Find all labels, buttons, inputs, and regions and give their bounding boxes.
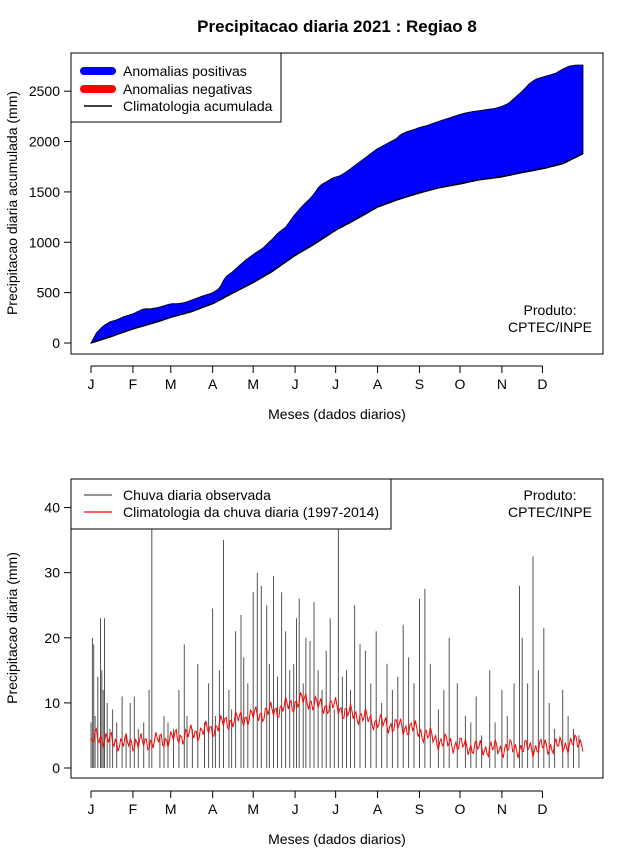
y-tick-label: 20 [44, 630, 60, 646]
x-tick-label: J [332, 801, 339, 817]
y-tick-label: 2000 [29, 134, 60, 150]
y-tick-label: 500 [37, 285, 61, 301]
x-tick-label: S [415, 801, 424, 817]
x-tick-label: J [88, 801, 95, 817]
x-tick-label: A [208, 801, 218, 817]
product-note-line: CPTEC/INPE [508, 504, 592, 520]
x-tick-label: J [88, 376, 95, 392]
x-axis-label: Meses (dados diarios) [268, 831, 406, 847]
x-tick-label: N [497, 801, 507, 817]
x-tick-label: O [455, 376, 466, 392]
x-tick-label: N [497, 376, 507, 392]
y-tick-label: 40 [44, 500, 60, 516]
legend-label: Chuva diaria observada [123, 487, 271, 503]
legend-label: Anomalias negativas [123, 81, 252, 97]
x-tick-label: F [129, 376, 138, 392]
x-tick-label: J [292, 376, 299, 392]
y-axis-label: Precipitacao diaria (mm) [4, 552, 20, 704]
legend: Chuva diaria observada Climatologia da c… [70, 478, 392, 530]
x-tick-label: D [537, 376, 547, 392]
product-note-line: Produto: [524, 302, 577, 318]
x-tick-label: S [415, 376, 424, 392]
legend-label: Climatologia da chuva diaria (1997-2014) [123, 504, 379, 520]
y-axis: 0 500 1000 1500 2000 2500 [29, 83, 72, 351]
y-axis: 0 10 20 30 40 [44, 500, 72, 776]
y-tick-label: 1500 [29, 184, 60, 200]
accumulated-chart: 0 500 1000 1500 2000 2500 J F M A M J J A S O N D Meses … [4, 52, 604, 422]
y-tick-label: 0 [52, 335, 60, 351]
x-tick-label: A [208, 376, 218, 392]
x-tick-label: D [537, 801, 547, 817]
figure-title: Precipitacao diaria 2021 : Regiao 8 [197, 17, 477, 36]
x-tick-label: J [292, 801, 299, 817]
x-tick-label: M [247, 376, 259, 392]
climatology-line-layer [90, 152, 584, 344]
x-tick-label: J [332, 376, 339, 392]
climatology-line [90, 152, 584, 344]
legend-label: Anomalias positivas [123, 63, 247, 79]
y-tick-label: 10 [44, 695, 60, 711]
product-note-line: Produto: [524, 487, 577, 503]
legend: Anomalias positivas Anomalias negativas … [70, 52, 282, 123]
y-tick-label: 30 [44, 565, 60, 581]
x-tick-label: A [373, 376, 383, 392]
x-tick-label: O [455, 801, 466, 817]
x-tick-label: F [129, 801, 138, 817]
x-tick-label: A [373, 801, 383, 817]
y-tick-label: 2500 [29, 83, 60, 99]
climatology-rain-line [90, 692, 584, 759]
x-tick-label: M [247, 801, 259, 817]
climatology-rain-line-layer [90, 692, 584, 759]
x-axis-label: Meses (dados diarios) [268, 406, 406, 422]
x-tick-label: M [165, 376, 177, 392]
y-tick-label: 1000 [29, 234, 60, 250]
y-tick-label: 0 [52, 760, 60, 776]
legend-label: Climatologia acumulada [123, 98, 273, 114]
product-note-line: CPTEC/INPE [508, 319, 592, 335]
x-tick-label: M [165, 801, 177, 817]
y-axis-label: Precipitacao diaria acumulada (mm) [4, 91, 20, 315]
daily-chart: 0 10 20 30 40 J F M A M J J A S O N D Meses (dados diar… [4, 478, 604, 847]
legend-box [70, 478, 392, 530]
